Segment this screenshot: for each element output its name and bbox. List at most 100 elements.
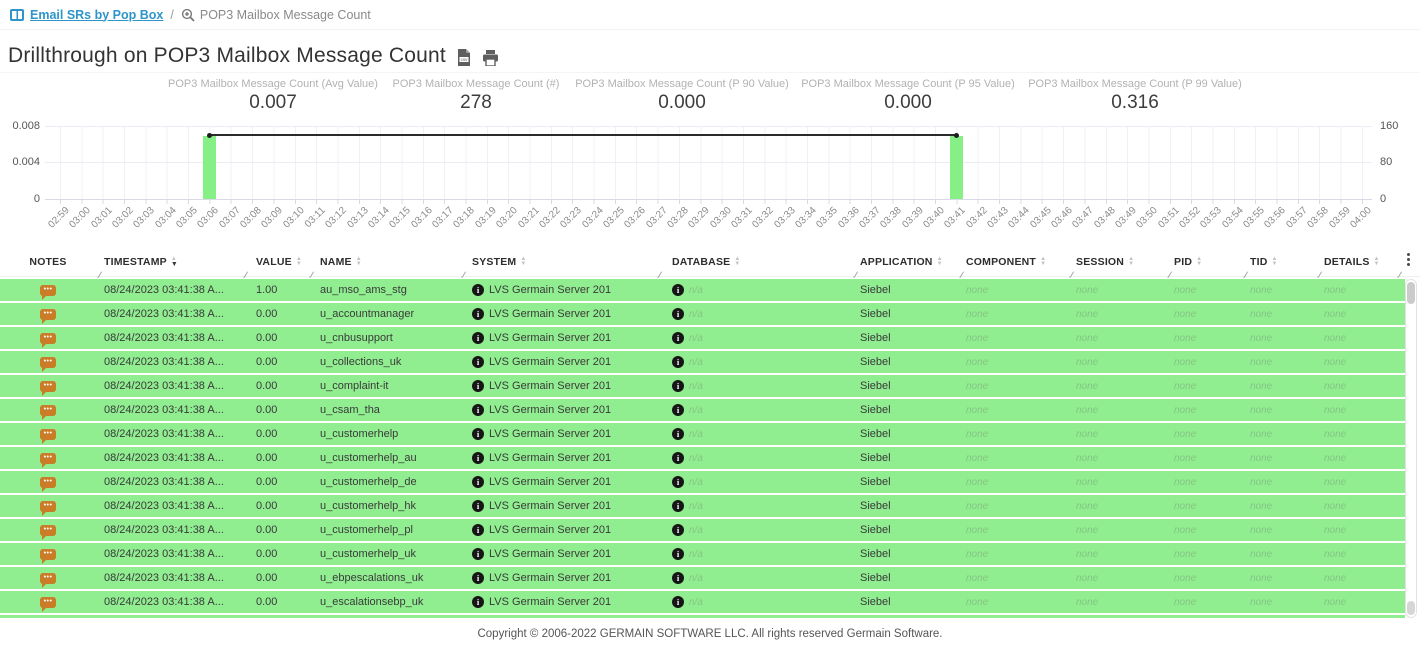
sort-icon[interactable]: ▲ ▼ [1128, 255, 1135, 267]
info-icon[interactable]: i [672, 500, 684, 512]
column-header-system[interactable]: SYSTEM ▲ ▼ ∕∕ [460, 247, 661, 281]
vertical-scrollbar[interactable] [1405, 279, 1417, 618]
info-icon[interactable]: i [472, 332, 484, 344]
column-resize-handle[interactable]: ∕∕ [658, 270, 661, 280]
info-icon[interactable]: i [672, 404, 684, 416]
chart-line-point[interactable] [206, 132, 212, 138]
chart-bar[interactable] [949, 135, 963, 199]
table-row[interactable]: ••• 08/24/2023 03:41:38 A... 0.00 u_custome… [0, 519, 1405, 541]
breadcrumb-link-root[interactable]: Email SRs by Pop Box [30, 7, 164, 22]
sort-icon[interactable]: ▲ ▼ [936, 255, 943, 267]
notes-comment-icon[interactable]: ••• [40, 404, 56, 420]
column-header-tid[interactable]: TID ▲ ▼ ∕∕ [1242, 247, 1321, 281]
sort-icon[interactable]: ▲ ▼ [734, 255, 741, 267]
notes-comment-icon[interactable]: ••• [40, 356, 56, 372]
sort-icon[interactable]: ▲ ▼ [295, 255, 302, 267]
sort-icon[interactable]: ▲ ▼ [170, 255, 178, 268]
notes-comment-icon[interactable]: ••• [40, 380, 56, 396]
info-icon[interactable]: i [472, 596, 484, 608]
info-icon[interactable]: i [672, 356, 684, 368]
table-row[interactable]: ••• 08/24/2023 03:41:38 A... 0.00 u_ebpesca… [0, 567, 1405, 589]
column-resize-handle[interactable]: ∕∕ [462, 270, 465, 280]
info-icon[interactable]: i [472, 404, 484, 416]
column-resize-handle[interactable]: ∕∕ [1318, 270, 1321, 280]
column-resize-handle[interactable]: ∕∕ [310, 270, 313, 280]
notes-comment-icon[interactable]: ••• [40, 572, 56, 588]
info-icon[interactable]: i [672, 524, 684, 536]
info-icon[interactable]: i [472, 308, 484, 320]
column-resize-handle[interactable]: ∕∕ [960, 270, 963, 280]
notes-comment-icon[interactable]: ••• [40, 500, 56, 516]
info-icon[interactable]: i [472, 284, 484, 296]
column-resize-handle[interactable]: ∕∕ [1244, 270, 1247, 280]
sort-icon[interactable]: ▲ ▼ [520, 255, 527, 267]
notes-comment-icon[interactable]: ••• [40, 284, 56, 300]
info-icon[interactable]: i [672, 572, 684, 584]
info-icon[interactable]: i [672, 284, 684, 296]
notes-comment-icon[interactable]: ••• [40, 524, 56, 540]
chart-line-point[interactable] [953, 132, 959, 138]
column-header-value[interactable]: VALUE ▲ ▼ ∕∕ [242, 247, 313, 281]
column-header-session[interactable]: SESSION ▲ ▼ ∕∕ [1068, 247, 1171, 281]
column-header-notes[interactable]: NOTES ∕∕ [0, 247, 101, 281]
column-resize-handle[interactable]: ∕∕ [1070, 270, 1073, 280]
info-icon[interactable]: i [472, 356, 484, 368]
table-row[interactable]: ••• 08/24/2023 03:41:38 A... 0.00 u_account… [0, 303, 1405, 325]
info-icon[interactable]: i [672, 428, 684, 440]
notes-comment-icon[interactable]: ••• [40, 428, 56, 444]
sort-icon[interactable]: ▲ ▼ [355, 255, 362, 267]
chart-bar[interactable] [202, 135, 216, 199]
notes-comment-icon[interactable]: ••• [40, 332, 56, 348]
info-icon[interactable]: i [472, 572, 484, 584]
info-icon[interactable]: i [472, 476, 484, 488]
print-icon[interactable] [482, 50, 499, 66]
info-icon[interactable]: i [472, 380, 484, 392]
info-icon[interactable]: i [672, 380, 684, 392]
table-menu-icon[interactable] [1405, 251, 1412, 268]
table-row[interactable]: ••• 08/24/2023 03:41:38 A... 0.00 u_custome… [0, 495, 1405, 517]
table-row[interactable]: ••• 08/24/2023 03:41:38 A... 0.00 u_custome… [0, 423, 1405, 445]
info-icon[interactable]: i [472, 548, 484, 560]
vertical-scrollbar-thumb[interactable] [1407, 282, 1415, 304]
info-icon[interactable]: i [472, 452, 484, 464]
info-icon[interactable]: i [472, 524, 484, 536]
table-row[interactable]: ••• 08/24/2023 03:41:38 A... 0.00 u_cnbusup… [0, 327, 1405, 349]
column-resize-handle[interactable]: ∕∕ [1398, 270, 1401, 280]
column-header-details[interactable]: DETAILS ▲ ▼ ∕∕ [1316, 247, 1401, 281]
sort-icon[interactable]: ▲ ▼ [1196, 255, 1203, 267]
table-row[interactable]: ••• 08/24/2023 03:41:38 A... 0.00 u_collect… [0, 351, 1405, 373]
info-icon[interactable]: i [672, 308, 684, 320]
info-icon[interactable]: i [472, 428, 484, 440]
sort-icon[interactable]: ▲ ▼ [1271, 255, 1278, 267]
column-resize-handle[interactable]: ∕∕ [98, 270, 101, 280]
table-row[interactable]: ••• 08/24/2023 03:41:38 A... 0.00 u_complai… [0, 375, 1405, 397]
column-header-timestamp[interactable]: TIMESTAMP ▲ ▼ ∕∕ [96, 247, 247, 281]
sort-icon[interactable]: ▲ ▼ [1373, 255, 1380, 267]
notes-comment-icon[interactable]: ••• [40, 308, 56, 324]
column-resize-handle[interactable]: ∕∕ [854, 270, 857, 280]
notes-comment-icon[interactable]: ••• [40, 596, 56, 612]
column-header-pid[interactable]: PID ▲ ▼ ∕∕ [1166, 247, 1247, 281]
table-row[interactable]: ••• 08/24/2023 03:41:38 A... 0.00 u_csam_th… [0, 399, 1405, 421]
column-header-name[interactable]: NAME ▲ ▼ ∕∕ [308, 247, 465, 281]
column-resize-handle[interactable]: ∕∕ [1168, 270, 1171, 280]
column-header-component[interactable]: COMPONENT ▲ ▼ ∕∕ [958, 247, 1073, 281]
notes-comment-icon[interactable]: ••• [40, 548, 56, 564]
table-row[interactable]: ••• 08/24/2023 03:41:38 A... 0.00 u_custome… [0, 471, 1405, 493]
export-csv-icon[interactable]: csv [457, 49, 471, 66]
column-resize-handle[interactable]: ∕∕ [244, 270, 247, 280]
info-icon[interactable]: i [472, 500, 484, 512]
info-icon[interactable]: i [672, 476, 684, 488]
table-row[interactable]: ••• 08/24/2023 03:41:38 A... 1.00 au_mso_am… [0, 279, 1405, 301]
notes-comment-icon[interactable]: ••• [40, 476, 56, 492]
table-row[interactable]: ••• 08/24/2023 03:41:38 A... 0.00 u_escalat… [0, 591, 1405, 613]
info-icon[interactable]: i [672, 332, 684, 344]
sort-icon[interactable]: ▲ ▼ [1040, 255, 1047, 267]
info-icon[interactable]: i [672, 452, 684, 464]
notes-comment-icon[interactable]: ••• [40, 452, 56, 468]
column-header-database[interactable]: DATABASE ▲ ▼ ∕∕ [656, 247, 857, 281]
column-header-application[interactable]: APPLICATION ▲ ▼ ∕∕ [852, 247, 963, 281]
partial-row[interactable] [0, 615, 1405, 618]
table-row[interactable]: ••• 08/24/2023 03:41:38 A... 0.00 u_custome… [0, 543, 1405, 565]
info-icon[interactable]: i [672, 596, 684, 608]
